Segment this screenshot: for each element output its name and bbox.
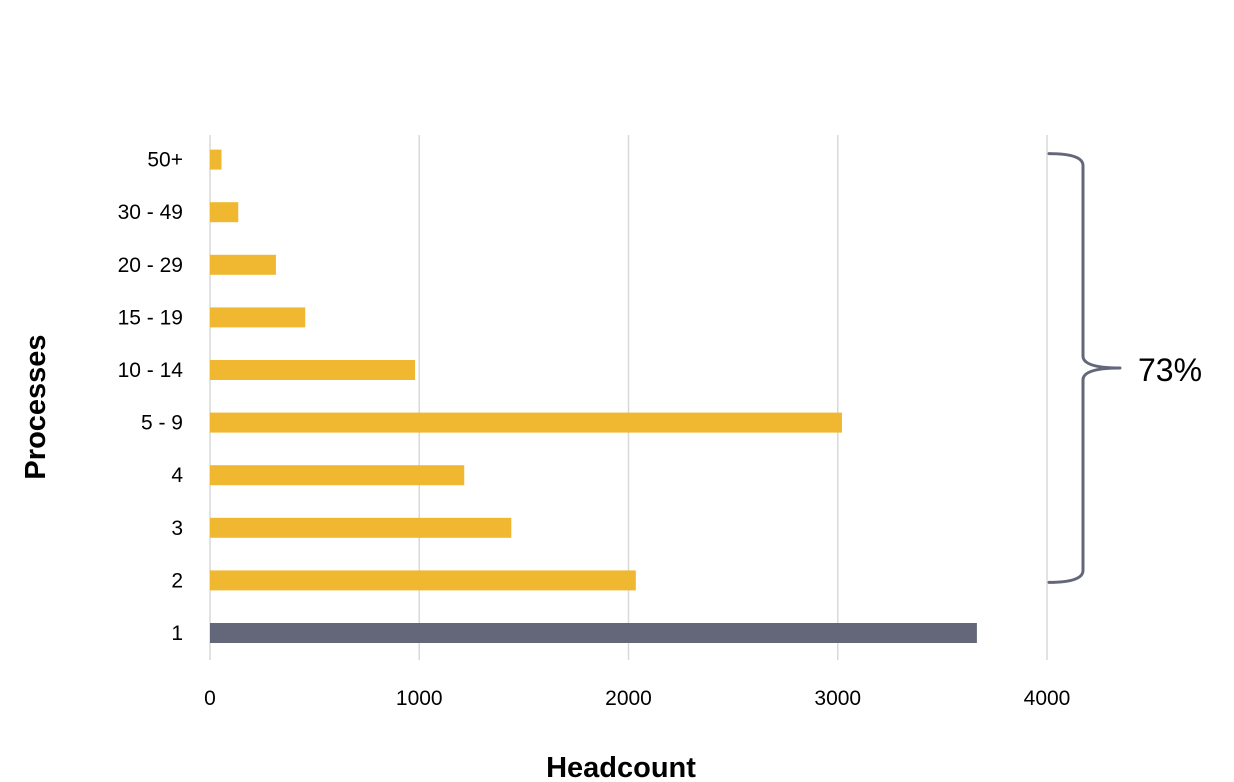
y-tick-label: 2: [171, 569, 183, 592]
bar: [210, 360, 416, 380]
bar: [210, 254, 276, 275]
bars: [210, 149, 977, 643]
y-tick-label: 4: [171, 464, 183, 487]
x-tick-label: 2000: [605, 687, 652, 710]
x-tick-labels: 0 1000 2000 3000 4000: [204, 687, 1070, 710]
y-tick-label: 50+: [147, 149, 183, 172]
y-tick-label: 3: [171, 517, 183, 540]
y-tick-label: 15 - 19: [118, 306, 183, 329]
bar: [210, 465, 465, 486]
x-tick-label: 0: [204, 687, 216, 710]
y-tick-label: 10 - 14: [118, 359, 184, 382]
y-tick-label: 5 - 9: [141, 412, 183, 435]
y-tick-label: 30 - 49: [118, 201, 183, 224]
bar: [210, 623, 977, 643]
brace-annotation: [1047, 152, 1122, 584]
y-tick-labels: 1 2 3 4 5 - 9 10 - 14 15 - 19 20 - 29 30 - 49 50+: [118, 149, 184, 645]
bar: [210, 412, 842, 433]
y-tick-label: 20 - 29: [118, 254, 183, 277]
y-axis-title: Processes: [20, 334, 52, 479]
bar: [210, 202, 239, 223]
bar: [210, 517, 512, 538]
x-tick-label: 3000: [814, 687, 861, 710]
y-tick-label: 1: [171, 622, 183, 645]
x-tick-label: 4000: [1024, 687, 1071, 710]
bar: [210, 570, 636, 591]
bar: [210, 307, 306, 328]
x-axis-title: Headcount: [546, 752, 696, 782]
bar: [210, 149, 222, 170]
brace-percentage-label: 73%: [1138, 352, 1202, 388]
x-tick-label: 1000: [396, 687, 443, 710]
